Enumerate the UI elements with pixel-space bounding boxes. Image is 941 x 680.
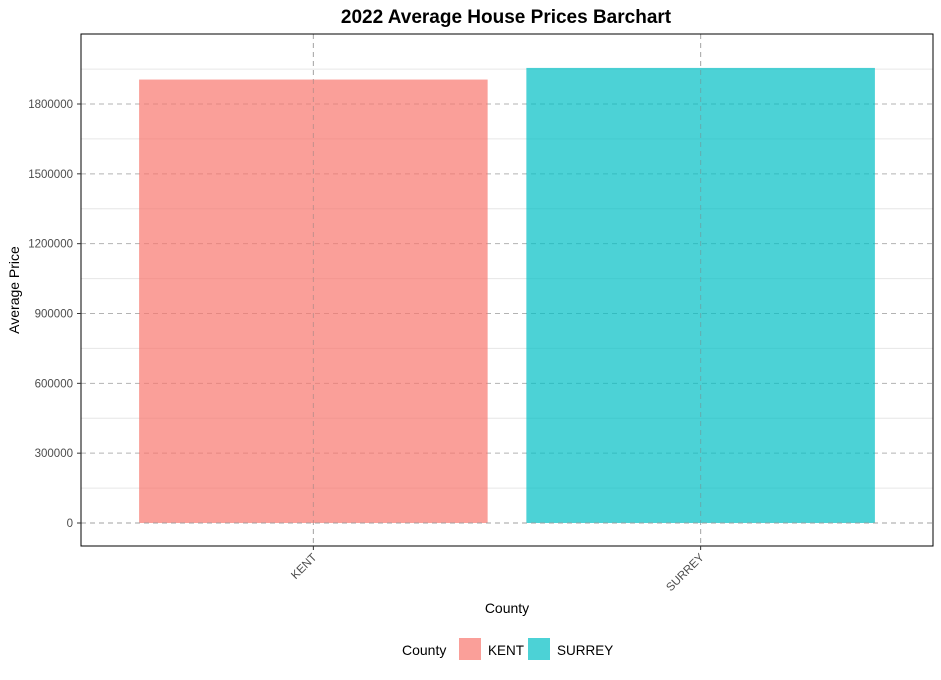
y-tick-label: 1500000: [28, 169, 73, 181]
y-tick-label: 0: [67, 518, 73, 530]
y-tick-label: 300000: [35, 448, 73, 460]
bars: [81, 34, 933, 546]
x-tick-label: SURREY: [664, 551, 707, 594]
legend-label: KENT: [488, 643, 524, 658]
x-axis-ticks: KENT SURREY: [289, 546, 707, 594]
bar-surrey: [526, 67, 875, 524]
legend-label: SURREY: [557, 643, 613, 658]
y-tick-label: 600000: [35, 378, 73, 390]
y-tick-label: 1800000: [28, 99, 73, 111]
legend-key-surrey: [528, 638, 550, 660]
y-tick-label: 1200000: [28, 239, 73, 251]
chart-title: 2022 Average House Prices Barchart: [341, 7, 672, 28]
plot-panel-border: [80, 33, 934, 547]
bar-kent: [139, 79, 488, 523]
legend: County KENT SURREY: [402, 638, 613, 660]
y-axis-title: Average Price: [6, 246, 22, 334]
y-axis-ticks: 0 300000 600000 900000 1200000 1500000 1800000: [28, 99, 81, 530]
x-axis-title: County: [485, 600, 529, 616]
legend-key-kent: [459, 638, 481, 660]
y-tick-label: 900000: [35, 309, 73, 321]
x-tick-label: KENT: [289, 552, 319, 582]
legend-title: County: [402, 642, 446, 658]
